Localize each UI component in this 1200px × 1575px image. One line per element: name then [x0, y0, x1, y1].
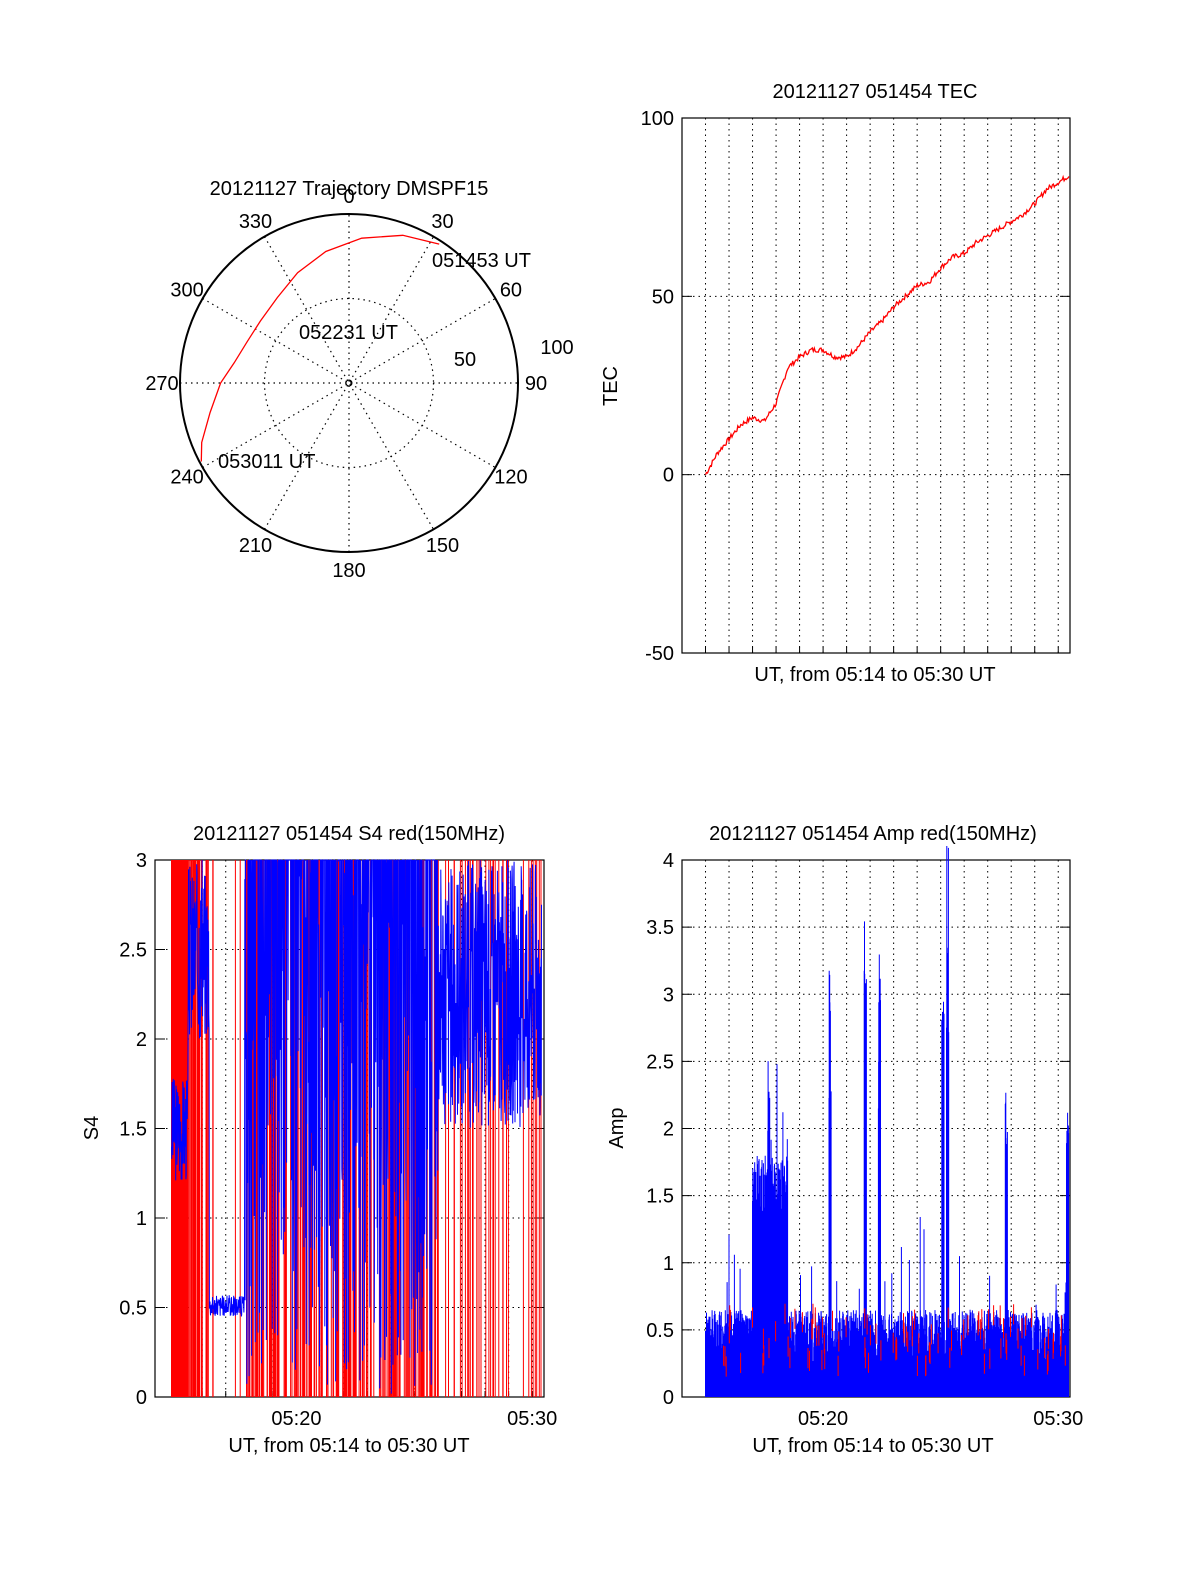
polar-panel: 20121127 Trajectory DMSPF15 0 30 60 90 120 15… — [145, 178, 573, 582]
s4-title: 20121127 051454 S4 red(150MHz) — [193, 823, 505, 845]
tec-title: 20121127 051454 TEC — [773, 81, 978, 103]
polar-radial-label: 50 — [454, 349, 476, 371]
polar-spoke — [202, 297, 496, 469]
polar-angle-label: 300 — [170, 280, 203, 302]
polar-angle-label: 210 — [239, 535, 272, 557]
polar-angle-label: 180 — [332, 560, 365, 582]
polar-spoke — [202, 297, 496, 469]
polar-angle-label: 30 — [431, 211, 453, 233]
polar-radial-label: 100 — [540, 337, 573, 359]
polar-angle-labels: 0 30 60 90 120 150 180 210 240 270 300 330 — [145, 186, 547, 582]
polar-title: 20121127 Trajectory DMSPF15 — [210, 178, 489, 200]
x-tick-label: 05:20 — [271, 1408, 321, 1430]
y-tick-label: 1.5 — [646, 1186, 674, 1208]
y-tick-label: 2.5 — [646, 1051, 674, 1073]
y-tick-label: 3 — [136, 850, 147, 872]
y-tick-label: 2.5 — [119, 940, 147, 962]
y-tick-label: 100 — [641, 108, 674, 130]
polar-center — [345, 379, 353, 387]
end-time-label: 053011 UT — [218, 451, 315, 473]
y-tick-label: 0 — [136, 1387, 147, 1409]
x-tick-label: 05:20 — [798, 1408, 848, 1430]
y-tick-label: 1 — [136, 1208, 147, 1230]
amp-blue-series — [705, 846, 1070, 1397]
amp-panel: 20121127 051454 Amp red(150MHz) UT, from… — [606, 823, 1083, 1457]
y-tick-label: 4 — [663, 850, 674, 872]
polar-angle-label: 150 — [426, 535, 459, 557]
y-tick-label: 3.5 — [646, 917, 674, 939]
polar-spoke — [263, 236, 435, 530]
y-tick-label: -50 — [645, 643, 674, 665]
y-tick-label: 1 — [663, 1253, 674, 1275]
y-tick-label: 0.5 — [119, 1298, 147, 1320]
polar-angle-label: 90 — [525, 373, 547, 395]
y-tick-label: 0.5 — [646, 1320, 674, 1342]
y-tick-label: 50 — [652, 286, 674, 308]
tec-ylabel: TEC — [600, 366, 622, 406]
polar-angle-label: 270 — [145, 373, 178, 395]
polar-angle-label: 0 — [343, 186, 354, 208]
polar-spoke — [263, 236, 435, 530]
polar-radial-labels: 50 100 — [454, 337, 574, 371]
polar-trajectory — [200, 234, 440, 462]
s4-ylabel: S4 — [81, 1116, 103, 1140]
plot-frame — [681, 117, 1071, 654]
x-tick-label: 05:30 — [1033, 1408, 1083, 1430]
y-tick-label: 0 — [663, 1387, 674, 1409]
s4-xlabel: UT, from 05:14 to 05:30 UT — [228, 1435, 469, 1457]
s4-panel: 20121127 051454 S4 red(150MHz) UT, from … — [81, 823, 557, 1457]
y-tick-label: 3 — [663, 984, 674, 1006]
polar-grid — [179, 213, 519, 553]
tec-xlabel: UT, from 05:14 to 05:30 UT — [754, 664, 995, 686]
polar-angle-label: 60 — [500, 280, 522, 302]
amp-title: 20121127 051454 Amp red(150MHz) — [709, 823, 1037, 845]
amp-xlabel: UT, from 05:14 to 05:30 UT — [752, 1435, 993, 1457]
x-tick-label: 05:30 — [507, 1408, 557, 1430]
y-tick-label: 1.5 — [119, 1119, 147, 1141]
start-time-label: 051453 UT — [432, 250, 531, 272]
y-tick-label: 0 — [663, 465, 674, 487]
y-tick-label: 2 — [663, 1119, 674, 1141]
mid-time-label: 052231 UT — [299, 322, 398, 344]
s4-blue-series — [171, 859, 542, 1394]
amp-ylabel: Amp — [606, 1107, 628, 1148]
polar-angle-label: 120 — [494, 467, 527, 489]
amp-red-series — [723, 1303, 1066, 1377]
polar-angle-label: 240 — [170, 467, 203, 489]
trajectory-line — [200, 234, 440, 462]
tec-series-line — [704, 174, 1070, 475]
tec-panel: 20121127 051454 TEC UT, from 05:14 to 05… — [600, 81, 1071, 686]
polar-angle-label: 330 — [239, 211, 272, 233]
y-tick-label: 2 — [136, 1029, 147, 1051]
